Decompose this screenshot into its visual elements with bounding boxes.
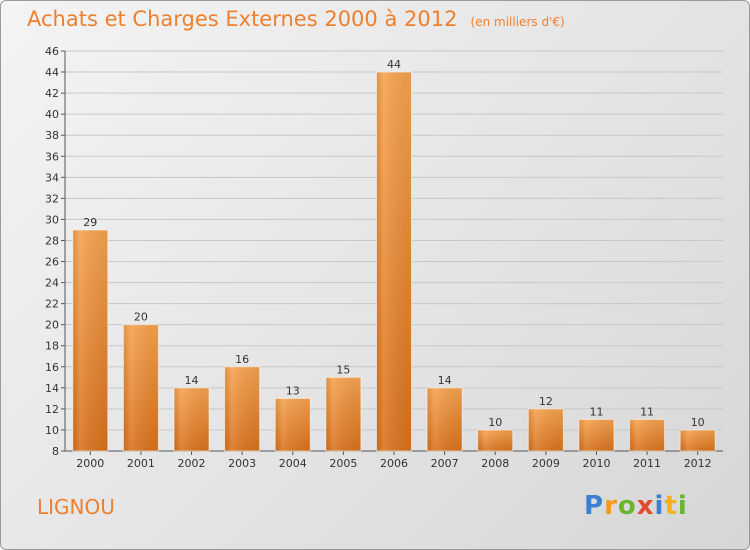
y-tick-label: 40 bbox=[45, 108, 59, 121]
x-tick-label: 2003 bbox=[228, 457, 256, 470]
x-tick-label: 2009 bbox=[532, 457, 560, 470]
x-tick-label: 2011 bbox=[633, 457, 661, 470]
data-label: 44 bbox=[387, 58, 401, 71]
bar-shade bbox=[427, 387, 463, 451]
y-tick-label: 38 bbox=[45, 129, 59, 142]
y-tick-label: 24 bbox=[45, 277, 59, 290]
data-label: 16 bbox=[235, 353, 249, 366]
bar-shade bbox=[123, 324, 159, 451]
x-tick-label: 2004 bbox=[279, 457, 307, 470]
y-tick-label: 32 bbox=[45, 192, 59, 205]
y-tick-label: 46 bbox=[45, 45, 59, 58]
bar-shade bbox=[275, 398, 311, 451]
data-label: 10 bbox=[691, 416, 705, 429]
y-tick-label: 10 bbox=[45, 424, 59, 437]
data-label: 14 bbox=[438, 374, 452, 387]
y-tick-label: 8 bbox=[52, 445, 59, 458]
y-tick-label: 12 bbox=[45, 403, 59, 416]
y-tick-label: 42 bbox=[45, 87, 59, 100]
place-name: LIGNOU bbox=[37, 495, 115, 519]
y-tick-label: 26 bbox=[45, 256, 59, 269]
proxiti-logo: Proxiti bbox=[584, 491, 688, 521]
x-tick-label: 2010 bbox=[582, 457, 610, 470]
x-tick-label: 2007 bbox=[431, 457, 459, 470]
bar-shade bbox=[224, 366, 260, 451]
y-tick-label: 28 bbox=[45, 234, 59, 247]
y-tick-label: 20 bbox=[45, 319, 59, 332]
y-tick-label: 16 bbox=[45, 361, 59, 374]
x-tick-label: 2012 bbox=[684, 457, 712, 470]
y-tick-label: 14 bbox=[45, 382, 59, 395]
bar-shade bbox=[680, 429, 716, 451]
data-label: 11 bbox=[589, 405, 603, 418]
bar-shade bbox=[174, 387, 210, 451]
bar-shade bbox=[629, 419, 665, 451]
x-tick-label: 2006 bbox=[380, 457, 408, 470]
bar-shade bbox=[477, 429, 513, 451]
data-label: 14 bbox=[185, 374, 199, 387]
y-tick-label: 18 bbox=[45, 340, 59, 353]
chart-title-block: Achats et Charges Externes 2000 à 2012 (… bbox=[27, 7, 565, 31]
data-label: 29 bbox=[83, 216, 97, 229]
x-tick-label: 2008 bbox=[481, 457, 509, 470]
y-tick-label: 30 bbox=[45, 213, 59, 226]
x-tick-label: 2001 bbox=[127, 457, 155, 470]
y-tick-label: 22 bbox=[45, 298, 59, 311]
data-label: 11 bbox=[640, 405, 654, 418]
data-label: 13 bbox=[286, 384, 300, 397]
x-tick-label: 2005 bbox=[329, 457, 357, 470]
y-tick-label: 34 bbox=[45, 171, 59, 184]
bar-shade bbox=[376, 72, 412, 451]
data-label: 10 bbox=[488, 416, 502, 429]
y-tick-label: 44 bbox=[45, 66, 59, 79]
data-label: 20 bbox=[134, 311, 148, 324]
bar-shade bbox=[325, 377, 361, 451]
x-tick-label: 2000 bbox=[76, 457, 104, 470]
chart-title: Achats et Charges Externes 2000 à 2012 bbox=[27, 7, 458, 31]
data-labels: 29 20 14 16 13 15 44 14 10 12 11 11 10 bbox=[83, 58, 704, 429]
bar-shade bbox=[72, 229, 108, 451]
bar-shade bbox=[528, 408, 564, 451]
chart-subtitle: (en milliers d'€) bbox=[470, 15, 565, 29]
data-label: 12 bbox=[539, 395, 553, 408]
x-tick-label: 2002 bbox=[178, 457, 206, 470]
bars bbox=[72, 71, 716, 452]
bar-shade bbox=[578, 419, 614, 451]
y-tick-label: 36 bbox=[45, 150, 59, 163]
data-label: 15 bbox=[336, 363, 350, 376]
